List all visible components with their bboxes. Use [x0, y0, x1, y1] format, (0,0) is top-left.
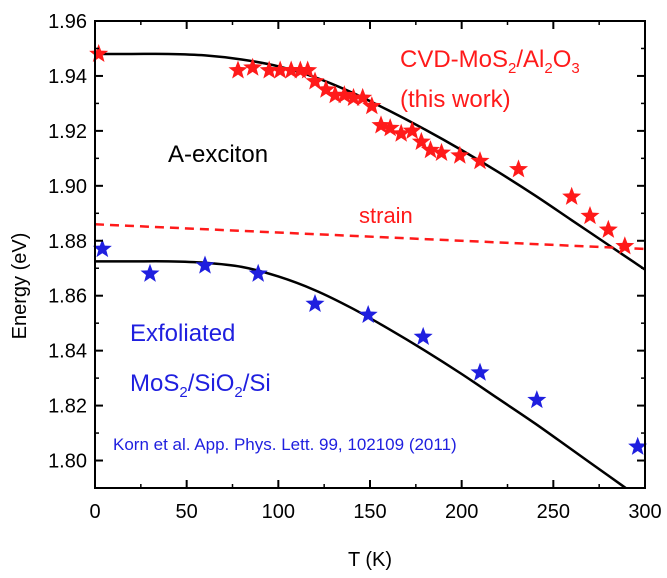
cvd-point [380, 118, 400, 137]
y-tick-label: 1.90 [48, 176, 87, 198]
x-tick-label: 50 [176, 501, 198, 523]
cvd-point [243, 57, 263, 76]
cvd-label-o: O [553, 46, 572, 73]
y-tick-label: 1.92 [48, 121, 87, 143]
a-exciton-label: A-exciton [168, 141, 268, 168]
cvd-point [316, 79, 336, 98]
cvd-point [371, 115, 391, 134]
y-tick-label: 1.84 [48, 341, 87, 363]
exfoliated-point [195, 255, 215, 274]
reference-label: Korn et al. App. Phys. Lett. 99, 102109 … [113, 435, 457, 454]
y-tick-label: 1.82 [48, 396, 87, 418]
this-work-label: (this work) [400, 86, 511, 113]
cvd-point [402, 120, 422, 139]
cvd-point [343, 87, 364, 107]
cvd-point [305, 71, 325, 90]
cvd-point [270, 60, 290, 79]
y-axis-ticks: 1.80 1.82 1.84 1.86 1.88 1.90 1.92 1.94 1.96 [48, 11, 645, 473]
exfoliated-point [92, 239, 112, 258]
cvd-point [470, 151, 490, 170]
cvd-point [290, 60, 310, 79]
cvd-label: CVD-MoS2/Al2O3 [400, 46, 580, 77]
exfoliated-point [358, 304, 378, 324]
cvd-point [325, 85, 345, 104]
cvd-label-sub-1: 2 [508, 60, 516, 77]
cvd-point [580, 206, 600, 225]
exf-label-mid: /SiO [188, 370, 235, 397]
cvd-point [562, 186, 582, 205]
exfoliated-point [248, 263, 268, 282]
cvd-label-sub-3: 3 [571, 60, 579, 77]
strain-label: strain [359, 203, 413, 228]
cvd-point [411, 131, 431, 150]
cvd-point [450, 145, 470, 164]
x-tick-label: 200 [445, 501, 478, 523]
x-axis-title: T (K) [348, 549, 392, 571]
x-tick-label: 100 [262, 501, 295, 523]
exf-label-sub-1: 2 [179, 384, 187, 401]
x-axis-ticks: 0 50 100 150 200 250 300 [89, 21, 662, 523]
cvd-point [281, 60, 301, 79]
y-tick-label: 1.94 [48, 66, 87, 88]
exf-label-mos: MoS [130, 370, 179, 397]
cvd-point [362, 96, 382, 115]
exfoliated-point [140, 263, 160, 282]
cvd-point [228, 60, 248, 79]
cvd-point [334, 85, 354, 104]
y-axis-title: Energy (eV) [9, 233, 31, 340]
exfoliated-point [470, 362, 490, 381]
x-tick-label: 0 [89, 501, 100, 523]
exf-label-end: /Si [243, 370, 271, 397]
x-tick-label: 150 [353, 501, 386, 523]
y-tick-label: 1.88 [48, 231, 87, 253]
data-markers [89, 43, 648, 455]
cvd-point [259, 60, 279, 79]
exf-label-sub-2: 2 [234, 384, 242, 401]
cvd-label-main: CVD-MoS [400, 46, 508, 73]
exfoliated-point [628, 436, 648, 455]
exfoliated-label: Exfoliated [130, 320, 235, 347]
cvd-point [431, 142, 452, 161]
plot-frame [94, 20, 646, 489]
exfoliated-substrate-label: MoS2/SiO2/Si [130, 370, 271, 401]
cvd-point [598, 219, 618, 238]
y-tick-label: 1.80 [48, 451, 87, 473]
cvd-point [89, 43, 109, 63]
cvd-point [391, 123, 411, 142]
x-tick-label: 250 [537, 501, 570, 523]
cvd-point [298, 60, 318, 79]
x-tick-label: 300 [628, 501, 661, 523]
y-tick-label: 1.96 [48, 11, 87, 33]
strain-line [95, 223, 645, 251]
exfoliated-point [527, 390, 547, 409]
cvd-point [420, 140, 441, 159]
cvd-point [508, 159, 529, 178]
exfoliated-point [305, 293, 325, 313]
cvd-label-mid: /Al [516, 46, 544, 73]
cvd-point [615, 236, 635, 255]
cvd-point [353, 87, 373, 107]
cvd-label-sub-2: 2 [544, 60, 552, 77]
exfoliated-point [413, 326, 433, 345]
y-tick-label: 1.86 [48, 286, 87, 308]
